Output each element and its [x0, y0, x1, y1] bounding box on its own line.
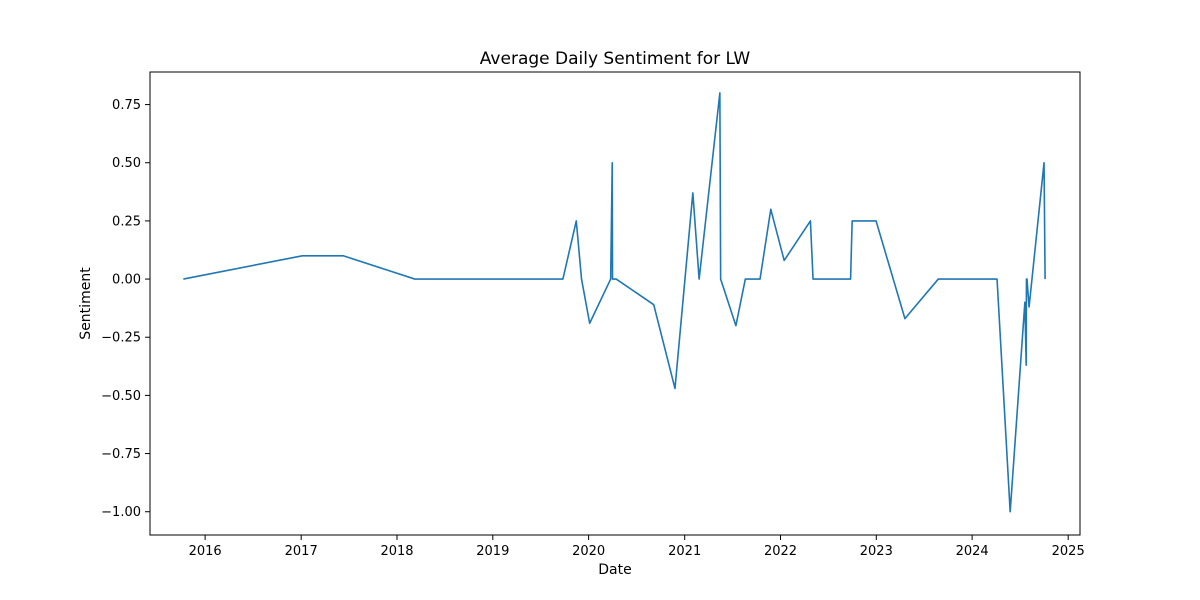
plot-frame	[149, 71, 1081, 536]
x-tick-label: 2019	[476, 544, 509, 559]
chart-title: Average Daily Sentiment for LW	[480, 49, 751, 69]
plot-area	[183, 92, 1046, 513]
x-tick-label: 2024	[956, 544, 989, 559]
x-tick-label: 2025	[1052, 544, 1085, 559]
x-tick-label: 2018	[380, 544, 413, 559]
x-tick-label: 2022	[764, 544, 797, 559]
x-tick-label: 2020	[572, 544, 605, 559]
y-axis-label: Sentiment	[78, 267, 94, 340]
x-tick-label: 2021	[668, 544, 701, 559]
y-tick-label: −0.25	[101, 331, 141, 346]
x-tick-label: 2023	[860, 544, 893, 559]
y-tick-label: −0.50	[101, 389, 141, 404]
x-tick-label: 2016	[189, 544, 222, 559]
x-tick-label: 2017	[285, 544, 318, 559]
y-tick-label: −1.00	[101, 505, 141, 520]
y-tick-label: 0.00	[112, 273, 141, 288]
y-tick-label: 0.50	[112, 156, 141, 171]
y-axis: 0.75 0.50 0.25 0.00 −0.25 −0.50 −0.75 −1.00	[101, 98, 150, 520]
x-axis: 2016 2017 2018 2019 2020 2021 2022 2023 2024 2025	[189, 535, 1085, 559]
series-line-0	[183, 92, 1046, 513]
y-tick-label: −0.75	[101, 447, 141, 462]
x-axis-label: Date	[598, 562, 631, 578]
y-tick-label: 0.25	[112, 214, 141, 229]
y-tick-label: 0.75	[112, 98, 141, 113]
